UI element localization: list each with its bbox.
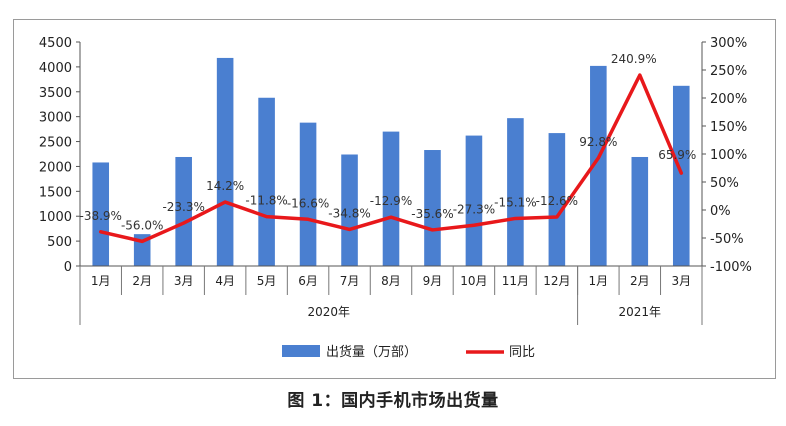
right-axis-tick-label: 250%	[710, 64, 747, 79]
yoy-data-label: -35.6%	[411, 207, 453, 221]
left-axis-tick-label: 500	[47, 235, 72, 250]
bar	[175, 156, 192, 266]
yoy-data-label: -11.8%	[245, 194, 287, 208]
yoy-point	[265, 215, 269, 219]
yoy-point	[99, 230, 103, 234]
combo-chart: 0 500 1000 1500 2000 2500 3000 3500 4000 4500 -100…	[39, 36, 752, 360]
bar	[258, 97, 275, 266]
right-axis-tick-label: 150%	[710, 120, 747, 135]
right-axis-tick-label: 100%	[710, 148, 747, 163]
month-label: 1月	[589, 274, 609, 288]
right-axis-tick-label: -50%	[710, 232, 744, 247]
yoy-point	[182, 221, 186, 225]
yoy-data-label: 240.9%	[611, 52, 657, 66]
left-axis-tick-label: 1000	[39, 210, 72, 225]
month-label: 7月	[340, 274, 360, 288]
right-axis-tick-label: 300%	[710, 36, 747, 51]
yoy-data-label: -12.9%	[370, 194, 412, 208]
yoy-point	[596, 156, 600, 160]
yoy-data-label: -16.6%	[287, 196, 329, 210]
right-axis-tick-label: 50%	[710, 176, 739, 191]
month-label: 2月	[132, 274, 152, 288]
bar	[92, 162, 110, 266]
month-label: 4月	[215, 274, 235, 288]
bar	[465, 135, 483, 266]
month-label: 11月	[502, 274, 529, 288]
yoy-point	[389, 215, 393, 219]
yoy-data-label: 65.9%	[658, 148, 696, 162]
right-axis-tick-label: 0%	[710, 204, 731, 219]
year-label: 2020年	[308, 305, 351, 319]
month-label: 3月	[671, 274, 691, 288]
bar	[631, 156, 649, 266]
bar	[672, 85, 690, 266]
yoy-point	[430, 228, 434, 232]
left-axis-tick-label: 3500	[39, 86, 72, 101]
month-label: 9月	[423, 274, 443, 288]
month-label: 8月	[381, 274, 401, 288]
month-label: 12月	[543, 274, 570, 288]
yoy-data-label: -12.6%	[536, 194, 578, 208]
yoy-data-label: -38.9%	[80, 209, 122, 223]
right-axis-tick-label: 200%	[710, 92, 747, 107]
yoy-data-label: -34.8%	[328, 206, 370, 220]
left-axis-tick-label: 4500	[39, 36, 72, 51]
bar	[299, 122, 317, 266]
bar	[216, 57, 234, 266]
bar	[590, 65, 607, 266]
month-label: 10月	[460, 274, 487, 288]
yoy-point	[348, 227, 352, 231]
bar	[341, 154, 358, 266]
yoy-point	[140, 239, 144, 243]
yoy-point	[638, 73, 642, 77]
yoy-point	[306, 217, 310, 221]
yoy-data-label: -15.1%	[494, 195, 536, 209]
yoy-point	[513, 216, 517, 220]
chart-frame: 0 500 1000 1500 2000 2500 3000 3500 4000 4500 -100…	[13, 19, 776, 379]
bar	[424, 150, 441, 266]
left-axis-tick-label: 1500	[39, 185, 72, 200]
legend-bar-label: 出货量（万部）	[326, 344, 417, 360]
legend-bar-swatch	[282, 345, 320, 357]
yoy-data-label: 14.2%	[206, 179, 244, 193]
yoy-data-label: 92.8%	[579, 135, 617, 149]
right-axis-tick-label: -100%	[710, 260, 752, 275]
yoy-point	[555, 215, 559, 219]
bar	[507, 118, 524, 266]
yoy-data-label: -27.3%	[453, 202, 495, 216]
bar	[382, 131, 400, 266]
left-axis-tick-label: 2000	[39, 160, 72, 175]
month-label: 3月	[174, 274, 194, 288]
month-label: 2月	[630, 274, 650, 288]
yoy-point	[679, 171, 683, 175]
left-axis-tick-label: 2500	[39, 136, 72, 151]
yoy-point	[223, 200, 227, 204]
yoy-data-label: -23.3%	[162, 200, 204, 214]
year-label: 2021年	[619, 305, 662, 319]
yoy-point	[472, 223, 476, 227]
chart-caption: 图 1：国内手机市场出货量	[287, 391, 499, 411]
month-label: 6月	[298, 274, 318, 288]
bar	[548, 133, 566, 266]
legend-line-label: 同比	[509, 345, 535, 360]
month-label: 5月	[257, 274, 277, 288]
left-axis-tick-label: 0	[64, 260, 72, 275]
yoy-data-label: -56.0%	[121, 218, 163, 232]
left-axis-tick-label: 3000	[39, 111, 72, 126]
left-axis-tick-label: 4000	[39, 61, 72, 76]
month-label: 1月	[91, 274, 111, 288]
